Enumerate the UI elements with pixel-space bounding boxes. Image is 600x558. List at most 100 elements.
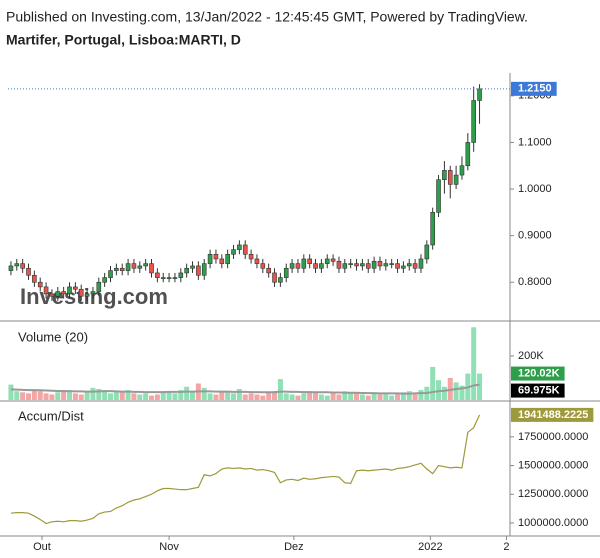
- symbol-title: Martifer, Portugal, Lisboa:MARTI, D: [6, 32, 241, 48]
- volume-bar: [26, 393, 32, 400]
- candle-body: [67, 286, 72, 295]
- volume-bar: [324, 395, 330, 400]
- volume-bar: [8, 384, 14, 400]
- candle-body: [184, 267, 189, 274]
- volume-bar: [430, 366, 436, 400]
- candle-body: [73, 286, 78, 290]
- volume-bar: [418, 390, 424, 400]
- candle-body: [330, 258, 336, 262]
- volume-bar: [154, 394, 160, 400]
- volume-bar: [160, 391, 166, 400]
- candle-body: [283, 267, 289, 278]
- candle-body: [266, 267, 271, 274]
- candle-body: [102, 277, 107, 283]
- candle-body: [377, 260, 383, 267]
- candle-body: [155, 272, 160, 278]
- candle-body: [401, 265, 406, 269]
- candle-body: [336, 260, 342, 269]
- volume-bar: [348, 392, 354, 400]
- volume-bar: [313, 392, 319, 400]
- volume-bar: [14, 391, 20, 400]
- volume-bar: [96, 388, 102, 400]
- volume-bar: [90, 387, 96, 400]
- candle-body: [166, 277, 172, 279]
- volume-bar: [119, 392, 125, 400]
- last-volume-label: 120.02K: [518, 367, 560, 379]
- last-value-label: 1941488.2225: [518, 409, 588, 421]
- volume-bar: [113, 391, 119, 400]
- y-tick-label: 1000000.0000: [518, 517, 588, 529]
- candle-body: [78, 288, 84, 297]
- volume-bar: [354, 393, 360, 400]
- candle-body: [114, 267, 119, 271]
- candle-body: [201, 263, 207, 276]
- volume-bar: [307, 391, 313, 400]
- last-value-label-bg: [511, 407, 594, 422]
- candle-body: [272, 272, 277, 283]
- candle-body: [348, 263, 353, 265]
- volume-bar: [266, 392, 272, 400]
- volume-bar: [137, 394, 143, 400]
- volume-bar: [125, 390, 131, 400]
- x-tick-label: 2022: [418, 541, 442, 553]
- x-tick-label: Nov: [159, 541, 179, 553]
- candle-body: [453, 174, 459, 185]
- volume-bar: [272, 391, 278, 400]
- candle-body: [178, 272, 184, 278]
- candle-body: [295, 263, 301, 269]
- volume-bar: [225, 392, 231, 400]
- volume-bar: [149, 395, 155, 400]
- volume-bar: [49, 394, 55, 400]
- candle-body: [225, 253, 230, 264]
- candle-body: [61, 291, 66, 295]
- candle-body: [395, 263, 400, 269]
- volume-bar: [318, 394, 324, 400]
- pane-title: Accum/Dist: [18, 408, 84, 423]
- volume-bar: [365, 395, 371, 400]
- candle-body: [90, 291, 96, 295]
- volume-bar: [377, 394, 383, 400]
- volume-bar: [371, 393, 377, 400]
- candle-body: [55, 291, 61, 297]
- candle-body: [383, 263, 389, 267]
- candle-body: [149, 263, 154, 274]
- volume-bar: [219, 391, 225, 400]
- candle-body: [389, 263, 394, 265]
- candle-body: [436, 179, 441, 213]
- volume-bar: [231, 393, 237, 400]
- volume-bar: [102, 390, 108, 400]
- volume-bar: [400, 392, 406, 400]
- candle-body: [96, 281, 102, 292]
- candle-body: [137, 265, 143, 269]
- candle-body: [307, 258, 312, 264]
- volume-bar: [190, 391, 196, 400]
- last-ma-label: 69.975K: [518, 384, 560, 396]
- volume-bar: [359, 394, 365, 400]
- volume-bar: [283, 393, 289, 400]
- candle-body: [412, 263, 418, 269]
- candle-body: [108, 270, 113, 278]
- volume-bar: [207, 393, 213, 400]
- volume-bar: [336, 394, 342, 400]
- volume-bar: [342, 391, 348, 400]
- candle-body: [313, 263, 318, 269]
- volume-bar: [201, 387, 207, 400]
- volume-bar: [471, 327, 477, 400]
- volume-bar: [389, 395, 395, 400]
- candle-body: [365, 263, 371, 269]
- x-tick-label: Dez: [284, 541, 304, 553]
- pane-title: Volume (20): [18, 329, 88, 344]
- candle-body: [26, 267, 31, 276]
- volume-ma-line: [10, 383, 480, 395]
- volume-bar: [412, 394, 418, 400]
- candle-body: [131, 263, 137, 269]
- candle-body: [14, 263, 20, 267]
- candle-body: [219, 258, 225, 264]
- candle-body: [213, 253, 219, 260]
- candle-body: [172, 277, 178, 279]
- volume-bar: [55, 392, 61, 400]
- volume-bar: [395, 393, 401, 400]
- volume-bar: [406, 391, 412, 400]
- candle-body: [424, 244, 430, 260]
- candle-body: [32, 274, 37, 283]
